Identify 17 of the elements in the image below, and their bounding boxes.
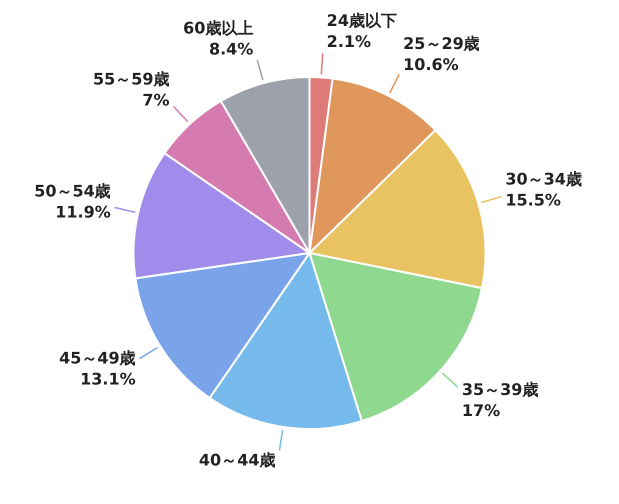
data-label: 7%	[142, 90, 170, 110]
data-label: 2.1%	[326, 32, 372, 52]
slice-label: 55～59歳	[92, 70, 170, 89]
data-label: 15.5%	[505, 190, 561, 210]
slice-label: 30～34歳	[505, 169, 582, 188]
data-label: 11.9%	[55, 202, 111, 222]
data-label: 17%	[462, 400, 500, 420]
slice-label: 60歳以上	[183, 18, 254, 38]
data-label: 10.6%	[403, 55, 459, 74]
data-label: 13.1%	[80, 369, 136, 388]
slice-label: 25～29歳	[403, 34, 480, 54]
slice-label: 50～54歳	[34, 181, 111, 200]
data-label: 8.4%	[208, 39, 254, 58]
slice-label: 40～44歳	[198, 450, 276, 470]
slice-label: 24歳以下	[326, 11, 397, 30]
slice-label: 35～39歳	[462, 380, 538, 399]
slice-label: 45～49歳	[59, 348, 136, 368]
